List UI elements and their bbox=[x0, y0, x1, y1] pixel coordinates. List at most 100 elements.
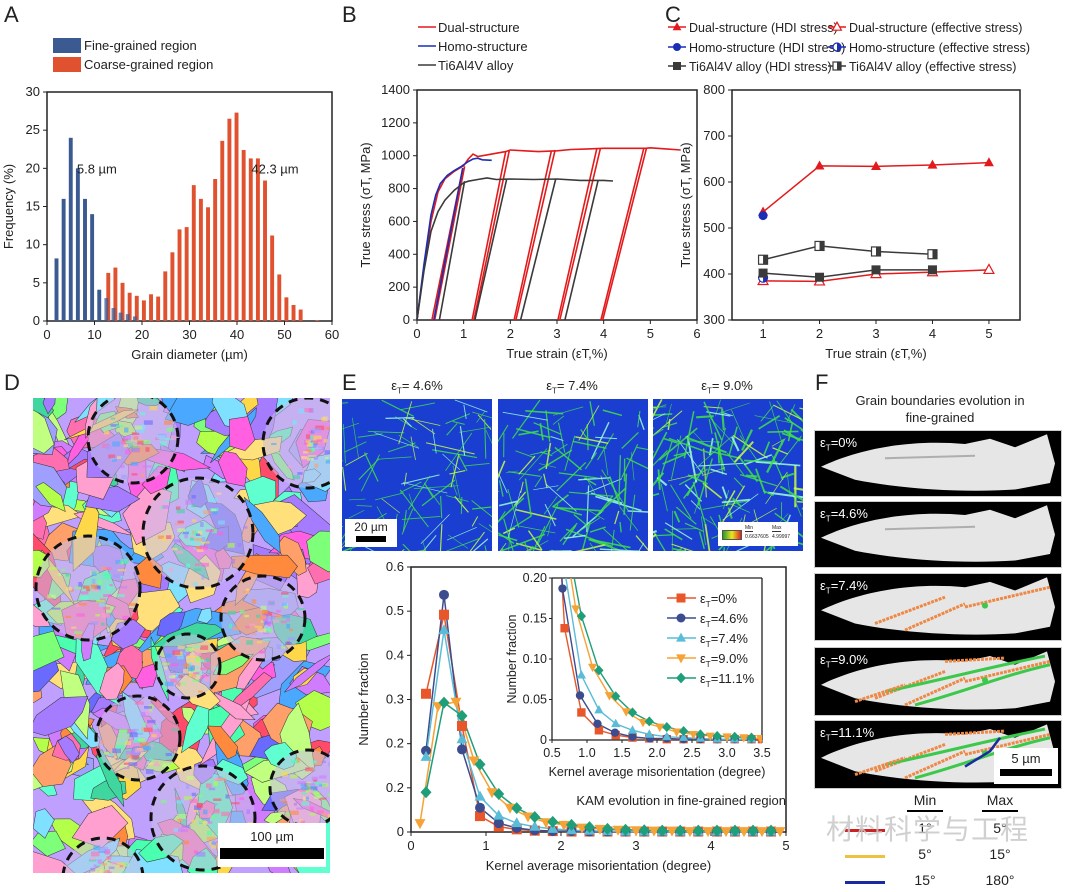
grain-scale-bar bbox=[1000, 769, 1052, 776]
gb-legend-swatch bbox=[845, 881, 885, 884]
fine-grain bbox=[208, 822, 213, 824]
bar-coarse bbox=[284, 297, 288, 321]
fine-grain bbox=[176, 797, 181, 801]
fine-grain bbox=[276, 614, 283, 618]
kam-colorbar-max-value: 4.99997 bbox=[772, 534, 790, 540]
fine-grain bbox=[151, 734, 156, 737]
legend-label: Dual-structure bbox=[438, 20, 520, 35]
scale-bar bbox=[220, 848, 324, 859]
fine-grain bbox=[212, 815, 215, 818]
y-tick-label: 300 bbox=[703, 312, 725, 327]
bar-coarse bbox=[185, 227, 189, 321]
bar-coarse bbox=[220, 141, 224, 321]
fine-grain bbox=[190, 536, 194, 538]
fine-grain bbox=[282, 772, 288, 777]
kam-map-7-4 bbox=[498, 399, 648, 551]
legend-swatch bbox=[53, 57, 81, 72]
bar-coarse bbox=[178, 229, 182, 321]
x-tick-label: 5 bbox=[782, 838, 789, 853]
inset-data-point bbox=[558, 584, 566, 592]
fine-grain bbox=[177, 528, 185, 532]
legend-label: Ti6Al4V alloy bbox=[438, 58, 514, 73]
x-axis-label: True strain (εT,%) bbox=[825, 346, 926, 361]
fine-grain bbox=[166, 535, 171, 539]
kam-colorbar-min-value: 0.6637605 bbox=[745, 534, 769, 540]
fine-grained-region bbox=[156, 634, 220, 698]
fine-grain bbox=[194, 568, 201, 570]
y-tick-label: 0 bbox=[397, 824, 404, 839]
fine-grain bbox=[192, 679, 199, 681]
fine-grain bbox=[306, 797, 309, 800]
fine-grain bbox=[260, 615, 266, 620]
kam-map-9-0: Min 0.6637605 Max 4.99997 bbox=[653, 399, 803, 551]
fine-grain bbox=[145, 710, 150, 714]
fine-grain bbox=[81, 591, 89, 594]
inset-y-axis-label: Number fraction bbox=[505, 614, 519, 703]
fine-grain bbox=[149, 406, 157, 410]
fine-grain bbox=[191, 541, 195, 546]
series-line bbox=[565, 180, 598, 320]
kam-feature bbox=[385, 418, 414, 419]
x-tick-label: 0 bbox=[413, 326, 420, 341]
fine-grain bbox=[136, 429, 144, 433]
inset-x-tick-label: 2.5 bbox=[683, 746, 700, 760]
fine-grain bbox=[90, 621, 99, 625]
fine-grain bbox=[144, 728, 153, 732]
fine-grain bbox=[122, 872, 126, 873]
fine-grain bbox=[144, 420, 153, 425]
fine-grain bbox=[206, 658, 210, 662]
fine-grain bbox=[218, 520, 225, 524]
scale-bar-box: 100 µm bbox=[218, 823, 326, 867]
y-tick-label: 1200 bbox=[381, 115, 410, 130]
x-tick-label: 40 bbox=[230, 327, 244, 342]
fine-grain bbox=[120, 865, 124, 867]
x-tick-label: 4 bbox=[707, 838, 714, 853]
fine-grain bbox=[148, 762, 153, 765]
fine-grain bbox=[197, 549, 204, 552]
fine-grain bbox=[323, 813, 327, 817]
fine-grain bbox=[291, 760, 295, 763]
plot-frame bbox=[47, 92, 332, 321]
fine-grain bbox=[214, 781, 218, 786]
y-tick-label: 0.2 bbox=[386, 736, 404, 751]
gb-legend-swatch bbox=[845, 855, 885, 858]
fine-grain bbox=[177, 814, 186, 819]
fine-grain bbox=[138, 737, 141, 740]
fine-grain bbox=[131, 755, 139, 759]
fine-grain bbox=[103, 872, 112, 873]
fine-grain bbox=[282, 615, 291, 618]
kam-colorbar bbox=[722, 530, 742, 540]
y-tick-label: 600 bbox=[703, 174, 725, 189]
annotation-label: 42.3 µm bbox=[251, 161, 298, 176]
fine-grain bbox=[121, 441, 127, 445]
y-tick-label: 200 bbox=[388, 279, 410, 294]
fine-grain bbox=[201, 575, 204, 580]
fine-grain bbox=[124, 436, 131, 440]
bar-fine bbox=[112, 308, 116, 321]
fine-grain bbox=[83, 585, 90, 588]
fine-grain bbox=[297, 781, 306, 784]
fine-grain bbox=[101, 567, 107, 570]
fine-grain bbox=[96, 864, 102, 866]
fine-grain bbox=[319, 798, 326, 800]
fine-grain bbox=[262, 610, 268, 614]
y-tick-label: 0.3 bbox=[386, 692, 404, 707]
fine-grain bbox=[211, 509, 216, 511]
fine-grain bbox=[260, 606, 266, 610]
fine-grain bbox=[301, 801, 309, 806]
grain-scale-box: 5 µm bbox=[994, 748, 1058, 784]
fine-grain bbox=[143, 746, 151, 750]
legend-marker-half bbox=[837, 62, 841, 70]
series-line bbox=[516, 150, 555, 320]
x-tick-label: 5 bbox=[985, 326, 992, 341]
data-point bbox=[759, 269, 768, 278]
fine-grain bbox=[135, 749, 144, 753]
fine-grain bbox=[106, 445, 112, 450]
fine-grain bbox=[98, 859, 102, 864]
grain-boundary-map-label: εT=7.4% bbox=[820, 578, 868, 596]
fine-grain bbox=[164, 420, 172, 424]
fine-grain bbox=[169, 676, 176, 679]
fine-grain bbox=[306, 434, 310, 439]
fine-grain bbox=[229, 624, 232, 629]
fine-grained-region bbox=[36, 536, 140, 640]
